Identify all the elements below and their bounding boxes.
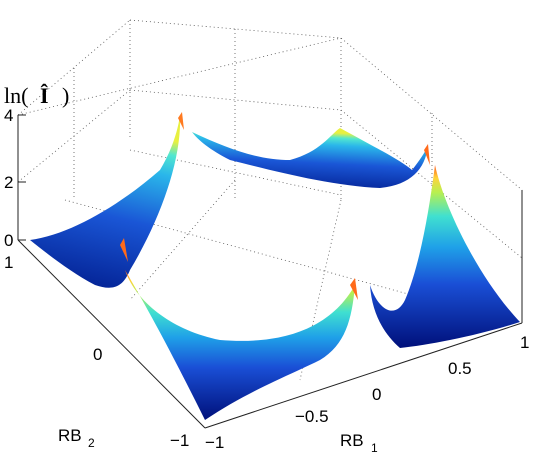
surface-patch-right bbox=[370, 165, 520, 348]
y-axis-line bbox=[17, 239, 206, 429]
z-axis-label: ln( Î ) bbox=[4, 83, 69, 108]
y-label-base: RB bbox=[58, 426, 82, 445]
z-label-suffix: ) bbox=[62, 83, 69, 108]
axes-box bbox=[17, 19, 523, 429]
x-tick-label-0: 0 bbox=[372, 385, 381, 404]
x-axis-label: RB 1 bbox=[340, 431, 378, 455]
surface-patch-right-tip bbox=[350, 278, 358, 300]
floor-grid-c bbox=[129, 179, 236, 301]
y-axis-label: RB 2 bbox=[58, 426, 95, 450]
x-axis-ticks: −1 −0.5 0 0.5 1 bbox=[205, 333, 529, 452]
grid-line-z2-c bbox=[340, 109, 523, 259]
x-tick-label-neg05: −0.5 bbox=[295, 407, 329, 426]
surface-patch-left-tip bbox=[178, 112, 184, 130]
z-tick-label-4: 4 bbox=[4, 106, 13, 125]
z-tick-label-2: 2 bbox=[4, 173, 13, 192]
surface-patch-back bbox=[192, 128, 428, 188]
grid-line-z2-b bbox=[129, 89, 342, 111]
y-tick-label-0: 0 bbox=[93, 345, 102, 364]
surface bbox=[30, 112, 520, 420]
surface-patch-front-tip bbox=[120, 238, 128, 262]
top-left-edge bbox=[17, 19, 131, 116]
z-tick-label-0: 0 bbox=[4, 231, 13, 250]
x-label-sub: 1 bbox=[371, 441, 378, 455]
x-label-base: RB bbox=[340, 431, 364, 450]
z-label-symbol: Î bbox=[40, 83, 49, 108]
y-axis-ticks: 1 0 −1 bbox=[4, 253, 189, 450]
grid-line-z4-a bbox=[17, 37, 342, 116]
surface-patch-left bbox=[30, 115, 181, 288]
y-tick-label-neg1: −1 bbox=[170, 431, 189, 450]
x-tick-label-neg1: −1 bbox=[205, 433, 224, 452]
floor-grid-d bbox=[299, 199, 342, 381]
x-axis-line bbox=[204, 322, 523, 429]
x-tick-label-05: 0.5 bbox=[448, 359, 472, 378]
surface-patch-front bbox=[125, 270, 355, 420]
z-axis-ticks: 4 2 0 bbox=[4, 106, 26, 250]
surface-patch-back-tip bbox=[424, 144, 430, 165]
y-label-sub: 2 bbox=[88, 436, 95, 450]
y-tick-label-1: 1 bbox=[4, 253, 13, 272]
z-label-prefix: ln( bbox=[4, 83, 28, 108]
x-tick-label-1: 1 bbox=[520, 333, 529, 352]
